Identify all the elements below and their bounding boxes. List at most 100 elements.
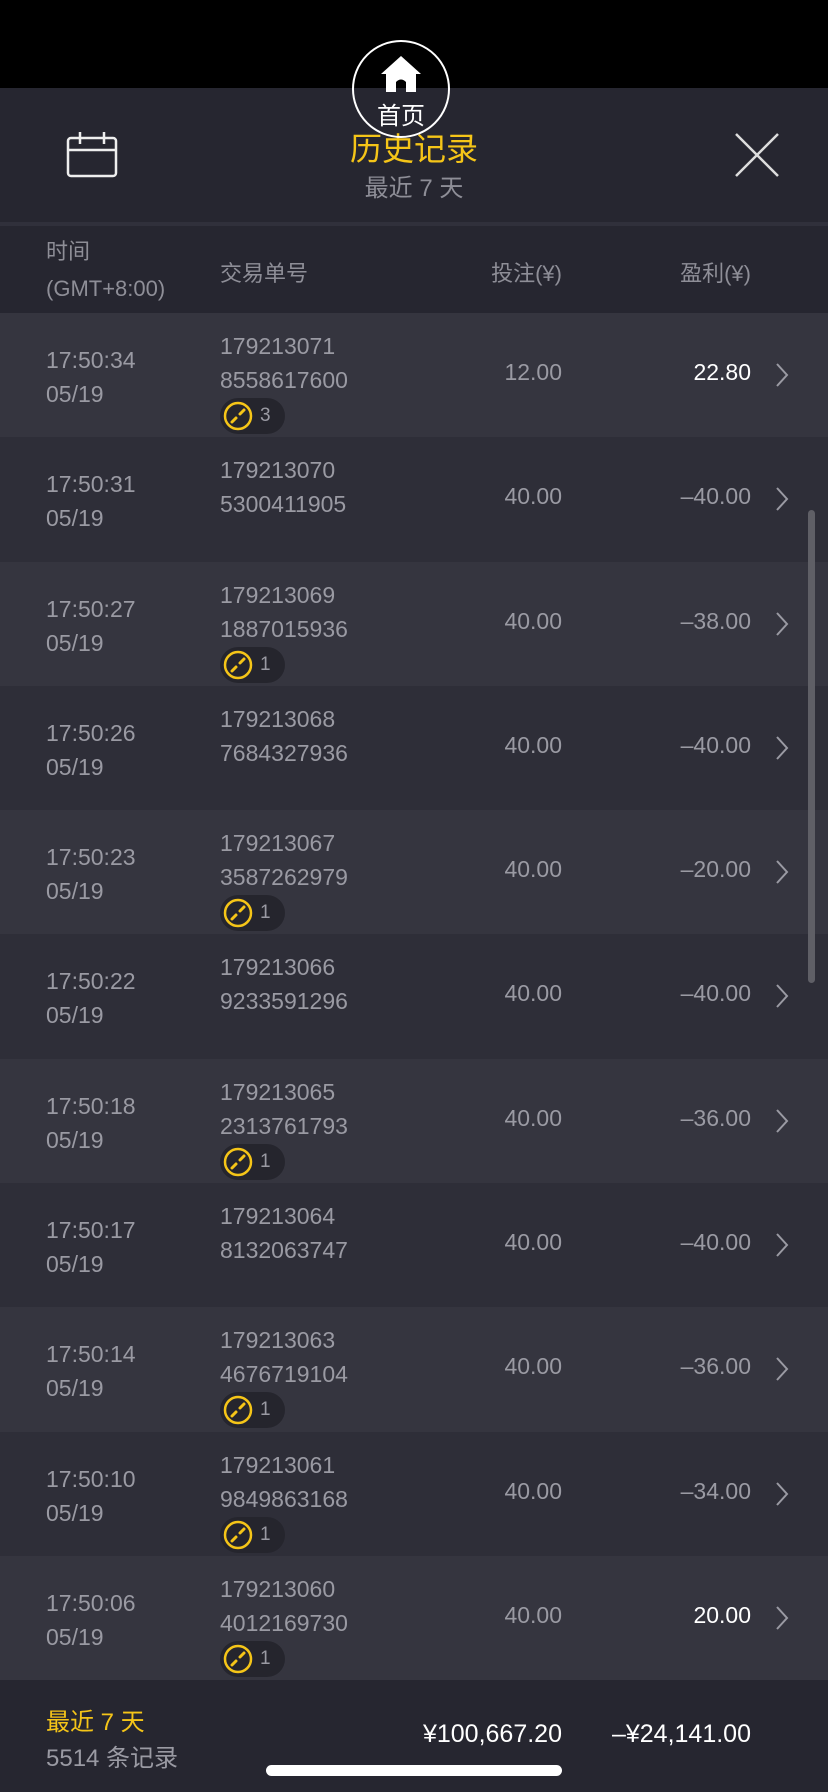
badge-count: 1 <box>260 1399 271 1421</box>
col-time: 时间 <box>46 239 91 264</box>
bet-count-badge: 1 <box>220 1392 285 1429</box>
row-time: 17:50:14 <box>46 1341 136 1368</box>
row-bet: 40.00 <box>504 1477 562 1504</box>
row-bet: 40.00 <box>504 483 562 510</box>
table-row[interactable]: 17:50:34 05/19 179213071 8558617600 3 12.00… <box>0 313 828 438</box>
table-row[interactable]: 17:50:27 05/19 179213069 1887015936 1 40.00… <box>0 561 828 686</box>
bet-link-icon <box>223 1644 253 1674</box>
home-label: 首页 <box>377 103 425 130</box>
close-icon[interactable] <box>734 132 780 178</box>
badge-count: 1 <box>260 1150 271 1172</box>
table-row[interactable]: 17:50:23 05/19 179213067 3587262979 1 40.00… <box>0 810 828 935</box>
scrollbar[interactable] <box>808 510 815 983</box>
order-id-line1: 179213065 <box>220 1078 336 1105</box>
table-row[interactable]: 17:50:17 05/19 179213064 8132063747 40.00 … <box>0 1183 828 1308</box>
bet-link-icon <box>223 1147 253 1177</box>
record-list: 17:50:34 05/19 179213071 8558617600 3 12.00… <box>0 313 828 1681</box>
table-row[interactable]: 17:50:18 05/19 179213065 2313761793 1 40.00… <box>0 1058 828 1184</box>
row-profit: –40.00 <box>680 980 751 1007</box>
row-date: 05/19 <box>46 381 104 407</box>
chevron-right-icon[interactable] <box>774 485 790 513</box>
order-id-line1: 179213070 <box>220 457 336 484</box>
row-bet: 40.00 <box>504 731 562 758</box>
chevron-right-icon[interactable] <box>774 610 790 638</box>
badge-count: 1 <box>260 653 271 675</box>
order-id-line2: 8132063747 <box>220 1237 348 1264</box>
order-id-line2: 4676719104 <box>220 1361 348 1388</box>
chevron-right-icon[interactable] <box>774 858 790 886</box>
chevron-right-icon[interactable] <box>774 1480 790 1508</box>
row-time: 17:50:34 <box>46 347 136 373</box>
row-profit: 20.00 <box>693 1601 751 1628</box>
row-bet: 40.00 <box>504 856 562 883</box>
chevron-right-icon[interactable] <box>774 1107 790 1135</box>
badge-count: 3 <box>260 405 271 426</box>
row-profit: –20.00 <box>680 856 751 883</box>
bet-link-icon <box>223 401 253 431</box>
row-profit: –36.00 <box>680 1104 751 1131</box>
order-id-line1: 179213069 <box>220 581 336 608</box>
col-profit: 盈利(¥) <box>680 261 751 286</box>
calendar-icon[interactable] <box>66 130 118 178</box>
chevron-right-icon[interactable] <box>774 1231 790 1259</box>
order-id-line2: 8558617600 <box>220 367 348 393</box>
page-title: 历史记录 <box>349 131 478 167</box>
col-timezone: (GMT+8:00) <box>46 276 166 301</box>
home-indicator[interactable] <box>266 1765 562 1776</box>
row-time: 17:50:31 <box>46 471 136 498</box>
order-id-line1: 179213068 <box>220 705 336 732</box>
row-date: 05/19 <box>46 1126 104 1153</box>
row-profit: –34.00 <box>680 1477 751 1504</box>
row-date: 05/19 <box>46 629 104 656</box>
table-row[interactable]: 17:50:10 05/19 179213061 9849863168 1 40.00… <box>0 1431 828 1556</box>
row-time: 17:50:26 <box>46 719 136 746</box>
row-date: 05/19 <box>46 1251 104 1278</box>
order-id-line1: 179213071 <box>220 333 336 359</box>
table-row[interactable]: 17:50:14 05/19 179213063 4676719104 1 40.00… <box>0 1307 828 1432</box>
table-row[interactable]: 17:50:31 05/19 179213070 5300411905 40.00 … <box>0 437 828 562</box>
chevron-right-icon[interactable] <box>774 1355 790 1383</box>
row-time: 17:50:06 <box>46 1589 136 1616</box>
row-bet: 40.00 <box>504 1229 562 1256</box>
summary-period: 最近 7 天 <box>46 1709 145 1736</box>
row-time: 17:50:22 <box>46 968 136 995</box>
row-bet: 40.00 <box>504 607 562 634</box>
row-profit: –38.00 <box>680 607 751 634</box>
order-id-line2: 5300411905 <box>220 491 347 518</box>
badge-count: 1 <box>260 1523 271 1545</box>
chevron-right-icon[interactable] <box>774 361 790 389</box>
bet-count-badge: 1 <box>220 1516 285 1553</box>
home-button[interactable]: 首页 <box>352 40 450 138</box>
row-date: 05/19 <box>46 1002 104 1029</box>
bet-link-icon <box>223 650 253 679</box>
table-row[interactable]: 17:50:06 05/19 179213060 4012169730 1 40.00… <box>0 1555 828 1681</box>
row-bet: 40.00 <box>504 1601 562 1628</box>
row-bet: 12.00 <box>504 359 562 385</box>
row-date: 05/19 <box>46 1623 104 1650</box>
row-date: 05/19 <box>46 1499 104 1526</box>
row-date: 05/19 <box>46 1375 104 1402</box>
col-bet: 投注(¥) <box>491 261 562 286</box>
chevron-right-icon[interactable] <box>774 982 790 1010</box>
row-time: 17:50:27 <box>46 595 136 622</box>
chevron-right-icon[interactable] <box>774 1604 790 1632</box>
row-profit: 22.80 <box>693 359 751 385</box>
table-row[interactable]: 17:50:22 05/19 179213066 9233591296 40.00 … <box>0 934 828 1059</box>
order-id-line1: 179213060 <box>220 1575 336 1602</box>
table-row[interactable]: 17:50:26 05/19 179213068 7684327936 40.00 … <box>0 685 828 811</box>
chevron-right-icon[interactable] <box>774 734 790 762</box>
bet-link-icon <box>223 898 253 928</box>
summary-count: 5514 条记录 <box>46 1745 179 1772</box>
row-time: 17:50:18 <box>46 1092 136 1119</box>
row-time: 17:50:23 <box>46 844 136 871</box>
order-id-line2: 9233591296 <box>220 988 348 1015</box>
column-headers: 时间 (GMT+8:00) 交易单号 投注(¥) 盈利(¥) <box>0 226 828 313</box>
row-profit: –40.00 <box>680 1229 751 1256</box>
order-id-line2: 9849863168 <box>220 1485 348 1512</box>
bet-link-icon <box>223 1396 253 1425</box>
page-subtitle: 最近 7 天 <box>364 175 464 202</box>
row-profit: –40.00 <box>680 483 751 510</box>
order-id-line1: 179213061 <box>220 1451 336 1478</box>
order-id-line1: 179213066 <box>220 954 336 981</box>
order-id-line2: 1887015936 <box>220 615 348 642</box>
